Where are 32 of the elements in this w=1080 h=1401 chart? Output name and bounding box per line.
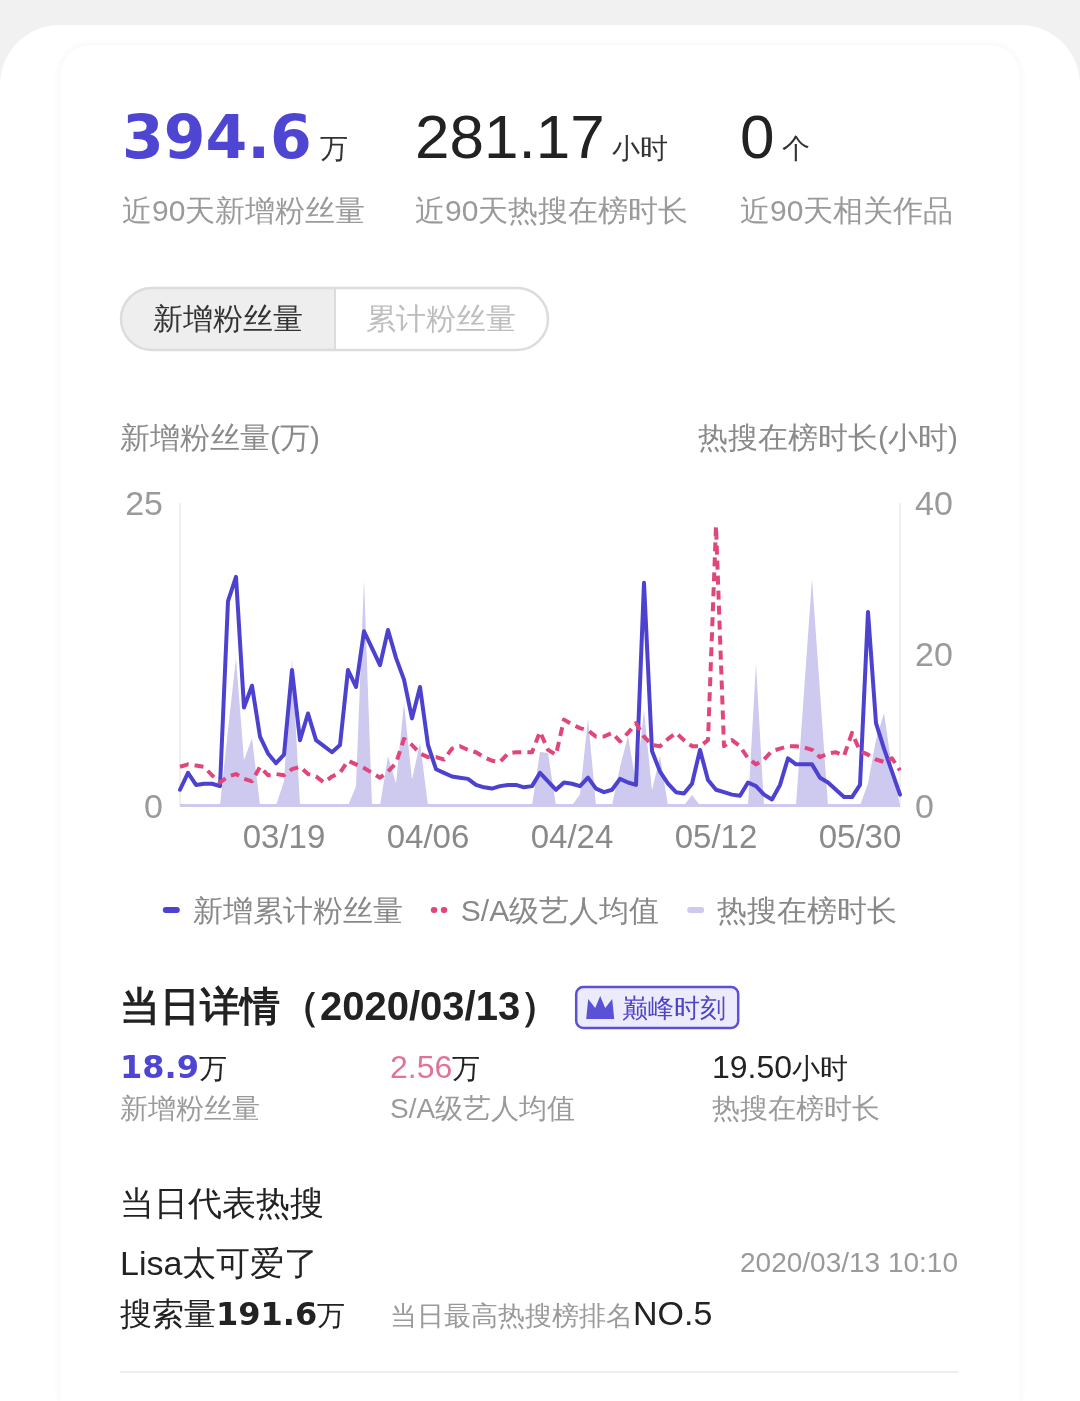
y2-axis-title: 热搜在榜时长(小时) <box>698 421 958 454</box>
text: 巅峰时刻 <box>622 993 727 1023</box>
text: 近90天新增粉丝量 <box>122 194 366 227</box>
legend-label: 热搜在榜时长 <box>717 894 898 927</box>
text: 18.9万 <box>120 1048 227 1086</box>
text: 当日代表热搜 <box>120 1184 324 1222</box>
text: 19.50小时 <box>712 1049 849 1085</box>
legend-label: S/A级艺人均值 <box>460 894 660 927</box>
text: 2.56万 <box>390 1049 481 1085</box>
text: S/A级艺人均值 <box>390 1093 576 1124</box>
x-tick-label: 04/24 <box>530 818 614 855</box>
text: 搜索量191.6万 <box>120 1295 346 1333</box>
x-tick-label: 05/12 <box>674 818 758 855</box>
text: 近90天热搜在榜时长 <box>415 194 689 227</box>
x-tick-label: 04/06 <box>386 818 470 855</box>
text: 累计粉丝量 <box>366 302 516 335</box>
y2-tick-label: 20 <box>915 635 953 674</box>
text: 2020/03/13 10:10 <box>740 1247 958 1278</box>
x-tick-label: 05/30 <box>818 818 902 855</box>
text: 新增粉丝量 <box>153 302 303 335</box>
text: 当日详情（2020/03/13） <box>120 984 561 1028</box>
text: 热搜在榜时长 <box>712 1093 880 1124</box>
legend-label: 新增累计粉丝量 <box>192 894 403 927</box>
text: Lisa太可爱了 <box>120 1244 319 1282</box>
x-tick-label: 03/19 <box>242 818 326 855</box>
text: 新增粉丝量 <box>120 1093 260 1124</box>
y2-tick-label: 40 <box>915 484 953 522</box>
y-tick-label: 25 <box>125 484 163 522</box>
y-axis-title: 新增粉丝量(万) <box>120 421 320 454</box>
text: 当日最高热搜榜排名NO.5 <box>390 1294 713 1332</box>
y2-tick-label: 0 <box>915 786 934 825</box>
text: 近90天相关作品 <box>740 194 954 227</box>
